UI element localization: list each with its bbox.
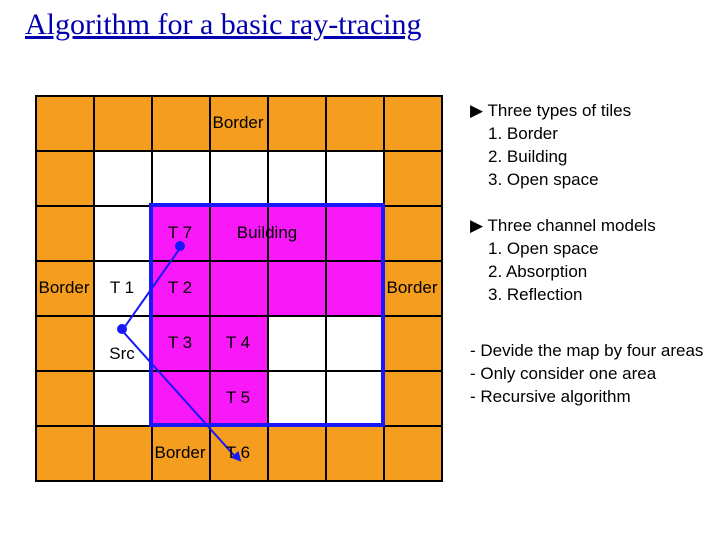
grid-cell [94, 151, 152, 206]
grid-cell [268, 151, 326, 206]
grid-cell [384, 426, 442, 481]
grid-cell [210, 261, 268, 316]
grid-cell [384, 316, 442, 371]
grid-cell [384, 96, 442, 151]
tile-type-3: 3. Open space [470, 169, 631, 192]
grid-cell [326, 426, 384, 481]
building-label: Building [237, 223, 298, 243]
grid-cell [210, 151, 268, 206]
grid-cell [94, 371, 152, 426]
tile-label: T 2 [168, 278, 192, 298]
grid-cell [268, 316, 326, 371]
border-label: Border [212, 113, 263, 133]
grid-cell [36, 426, 94, 481]
tile-label: T 6 [226, 443, 250, 463]
grid-cell [94, 96, 152, 151]
tile-types-block: ▶ Three types of tiles 1. Border 2. Buil… [470, 100, 631, 192]
grid-cell [94, 206, 152, 261]
grid-cell [152, 151, 210, 206]
grid-cell [36, 151, 94, 206]
grid-cell [326, 371, 384, 426]
note-2: - Only consider one area [470, 363, 703, 386]
tile-types-head: ▶ Three types of tiles [470, 100, 631, 123]
grid-cell [94, 426, 152, 481]
channel-model-2: 2. Absorption [470, 261, 656, 284]
grid-cell [152, 96, 210, 151]
channel-models-block: ▶ Three channel models 1. Open space 2. … [470, 215, 656, 307]
grid-cell [36, 316, 94, 371]
grid-cell [268, 261, 326, 316]
note-1: - Devide the map by four areas [470, 340, 703, 363]
grid-cell [268, 371, 326, 426]
tile-label: T 1 [110, 278, 134, 298]
tile-label: T 7 [168, 223, 192, 243]
grid-cell [326, 151, 384, 206]
tile-type-1: 1. Border [470, 123, 631, 146]
grid-cell [326, 96, 384, 151]
border-label: Border [154, 443, 205, 463]
grid-cell [326, 206, 384, 261]
channel-models-head: ▶ Three channel models [470, 215, 656, 238]
grid-cell [268, 426, 326, 481]
tile-type-2: 2. Building [470, 146, 631, 169]
grid-cell [384, 371, 442, 426]
notes-block: - Devide the map by four areas - Only co… [470, 340, 703, 409]
grid-cell [268, 96, 326, 151]
channel-model-1: 1. Open space [470, 238, 656, 261]
channel-model-3: 3. Reflection [470, 284, 656, 307]
tile-label: T 4 [226, 333, 250, 353]
border-label: Border [386, 278, 437, 298]
grid-cell [36, 371, 94, 426]
border-label: Border [38, 278, 89, 298]
page-title: Algorithm for a basic ray-tracing [25, 8, 422, 42]
grid-cell [384, 206, 442, 261]
src-label: Src [109, 344, 135, 364]
src-dot [117, 324, 127, 334]
grid-cell [326, 316, 384, 371]
grid-cell [384, 151, 442, 206]
tile-label: T 3 [168, 333, 192, 353]
grid-cell [36, 206, 94, 261]
tile-label: T 5 [226, 388, 250, 408]
tile-grid [35, 95, 443, 482]
grid-cell [36, 96, 94, 151]
note-3: - Recursive algorithm [470, 386, 703, 409]
grid-cell [326, 261, 384, 316]
